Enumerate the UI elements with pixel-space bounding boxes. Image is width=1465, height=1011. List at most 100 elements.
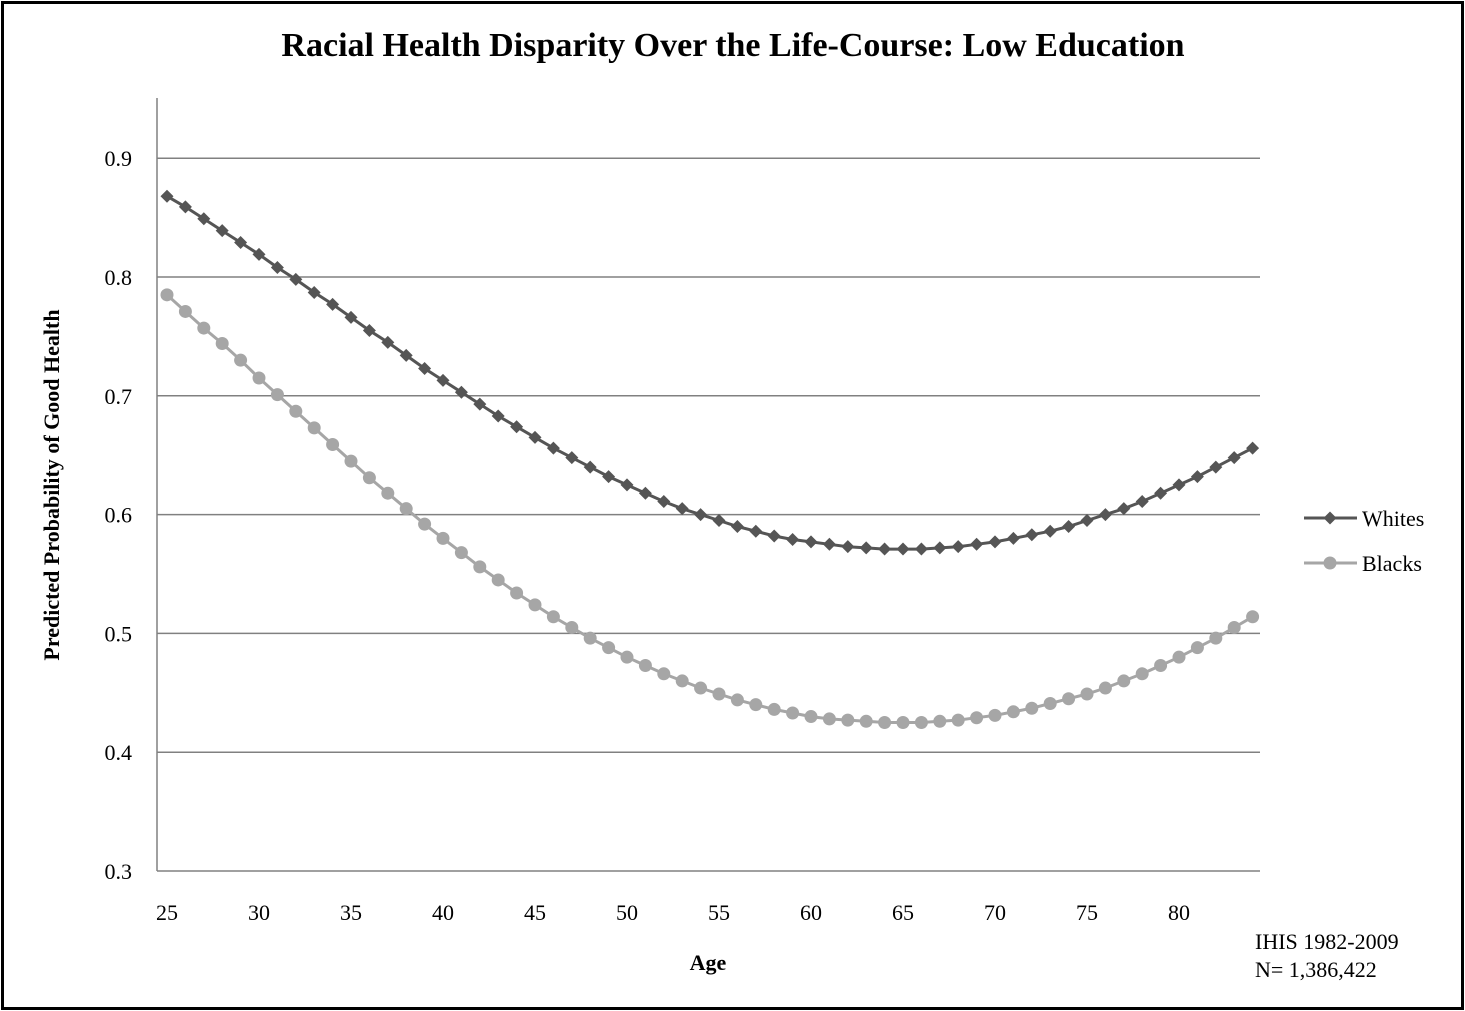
data-point-blacks: [418, 517, 432, 531]
data-point-whites: [1209, 460, 1223, 474]
data-point-blacks: [1025, 701, 1039, 715]
data-point-whites: [804, 535, 818, 549]
legend-label-whites: Whites: [1362, 506, 1424, 531]
y-tick-label: 0.7: [105, 384, 133, 409]
data-point-blacks: [620, 650, 634, 664]
legend-label-blacks: Blacks: [1362, 551, 1422, 576]
data-point-blacks: [914, 716, 928, 729]
data-point-whites: [767, 529, 781, 543]
legend-marker-blacks: [1323, 556, 1337, 570]
data-point-whites: [638, 486, 652, 500]
data-point-whites: [473, 397, 487, 411]
x-tick-label: 45: [524, 900, 546, 925]
data-point-blacks: [896, 716, 910, 729]
data-point-whites: [657, 495, 671, 509]
data-point-blacks: [491, 573, 505, 587]
data-point-blacks: [583, 631, 597, 645]
data-point-blacks: [1006, 705, 1020, 719]
data-point-whites: [1025, 528, 1039, 542]
data-point-whites: [970, 537, 984, 551]
y-tick-label: 0.5: [105, 621, 133, 646]
data-point-whites: [694, 508, 708, 522]
legend: Whites Blacks: [1304, 506, 1424, 576]
data-point-blacks: [197, 321, 211, 335]
data-point-whites: [749, 524, 763, 538]
data-point-whites: [841, 540, 855, 554]
x-tick-label: 80: [1168, 900, 1190, 925]
y-tick-label: 0.9: [105, 146, 133, 171]
data-point-blacks: [602, 641, 616, 655]
data-point-whites: [491, 409, 505, 423]
data-point-whites: [252, 247, 266, 261]
y-tick-label: 0.8: [105, 265, 133, 290]
data-point-whites: [602, 470, 616, 484]
x-tick-label: 75: [1076, 900, 1098, 925]
data-point-blacks: [859, 714, 873, 728]
data-point-whites: [344, 310, 358, 324]
series-group: [160, 189, 1260, 729]
data-point-whites: [197, 212, 211, 226]
data-point-whites: [326, 297, 340, 311]
y-tick-label: 0.4: [105, 740, 133, 765]
data-point-blacks: [951, 713, 965, 727]
data-point-whites: [565, 451, 579, 465]
data-point-whites: [546, 441, 560, 455]
data-point-blacks: [988, 708, 1002, 722]
data-point-whites: [786, 533, 800, 547]
data-point-whites: [730, 519, 744, 533]
y-tick-label: 0.6: [105, 503, 133, 528]
y-tick-label: 0.3: [105, 859, 133, 884]
data-point-blacks: [381, 486, 395, 500]
data-point-blacks: [1172, 650, 1186, 664]
x-axis-title: Age: [690, 950, 727, 975]
data-point-whites: [178, 200, 192, 214]
data-point-blacks: [638, 658, 652, 672]
sample-size-note: N= 1,386,422: [1255, 957, 1377, 982]
data-point-blacks: [289, 404, 303, 418]
data-point-blacks: [454, 546, 468, 560]
x-tick-label: 25: [156, 900, 178, 925]
data-point-whites: [1062, 519, 1076, 533]
x-tick-label: 70: [984, 900, 1006, 925]
y-axis-title: Predicted Probability of Good Health: [39, 309, 64, 660]
data-point-blacks: [1062, 692, 1076, 706]
data-point-whites: [675, 502, 689, 516]
data-point-whites: [1080, 514, 1094, 528]
data-point-whites: [215, 224, 229, 238]
data-point-blacks: [786, 706, 800, 720]
data-point-whites: [1246, 441, 1260, 455]
data-point-blacks: [878, 716, 892, 729]
data-point-blacks: [694, 681, 708, 695]
data-point-blacks: [473, 560, 487, 574]
data-point-whites: [951, 540, 965, 554]
data-point-blacks: [546, 610, 560, 624]
data-point-blacks: [1098, 681, 1112, 695]
data-point-whites: [1190, 470, 1204, 484]
x-tick-label: 60: [800, 900, 822, 925]
data-point-blacks: [1135, 667, 1149, 681]
data-point-blacks: [528, 598, 542, 612]
data-point-whites: [234, 236, 248, 250]
data-point-blacks: [1227, 620, 1241, 634]
x-tick-label: 65: [892, 900, 914, 925]
data-point-whites: [1172, 478, 1186, 492]
data-point-blacks: [1154, 658, 1168, 672]
data-point-blacks: [326, 438, 340, 452]
data-point-whites: [1154, 486, 1168, 500]
data-point-blacks: [178, 304, 192, 318]
data-point-blacks: [933, 714, 947, 728]
data-point-whites: [270, 260, 284, 274]
data-point-whites: [510, 420, 524, 434]
data-point-blacks: [252, 371, 266, 385]
data-point-blacks: [675, 674, 689, 688]
data-point-blacks: [657, 667, 671, 681]
data-point-blacks: [270, 388, 284, 402]
data-point-blacks: [1246, 610, 1260, 624]
data-point-blacks: [730, 693, 744, 707]
data-point-whites: [418, 361, 432, 375]
data-point-blacks: [712, 687, 726, 701]
data-point-blacks: [234, 353, 248, 367]
data-point-whites: [933, 541, 947, 555]
